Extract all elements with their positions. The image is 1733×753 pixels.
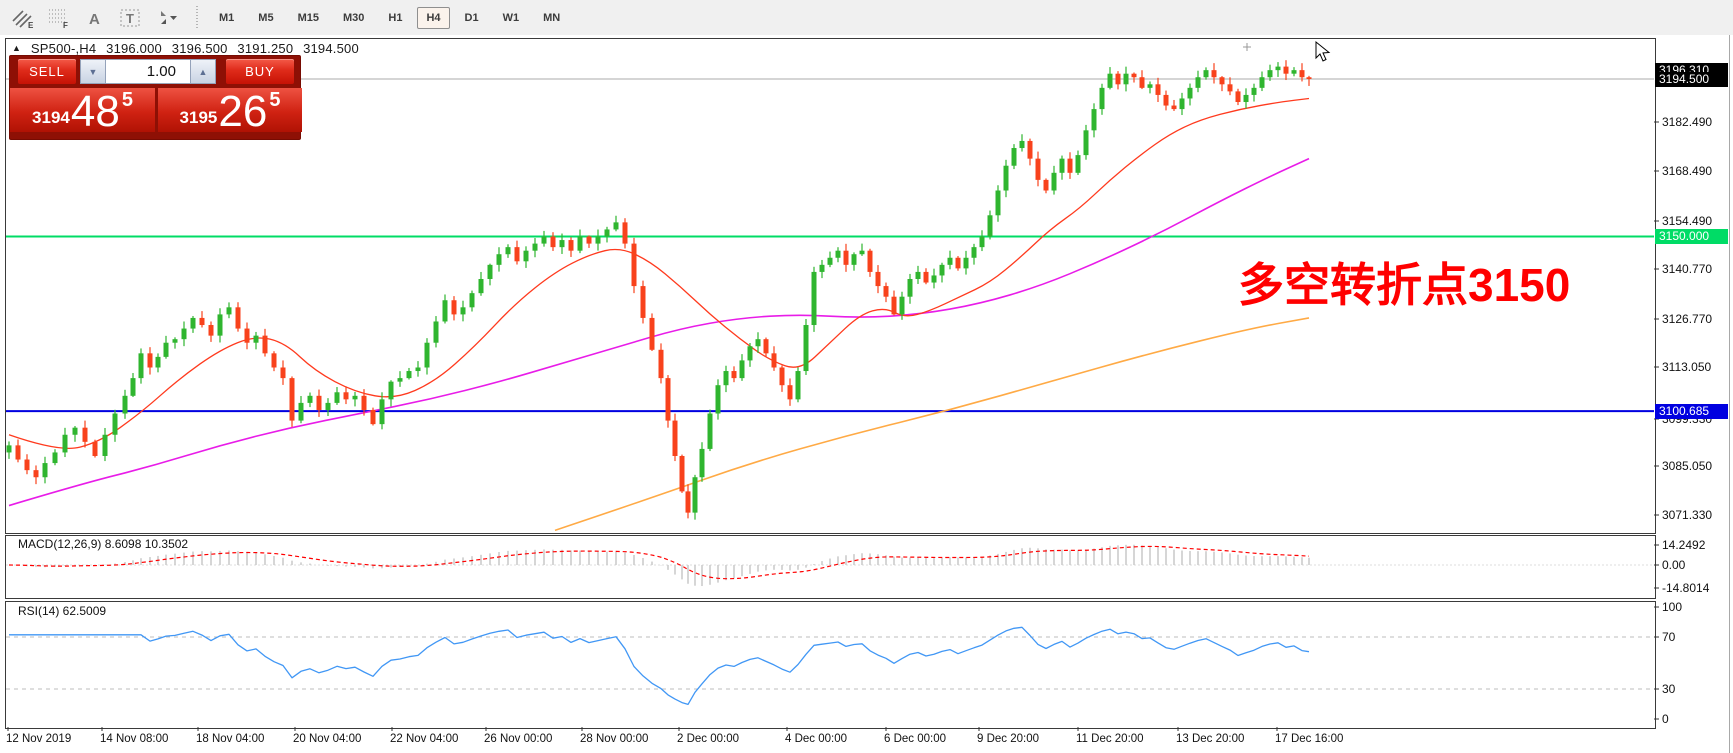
svg-text:E: E	[28, 21, 34, 29]
time-axis-label: 9 Dec 20:00	[977, 733, 1040, 745]
price-axis-label: 3154.490	[1662, 214, 1713, 228]
moving-averages	[8, 97, 1310, 531]
one-click-trading-widget: SELL ▼ ▲ BUY 3194 48 5 3195 26 5	[9, 55, 302, 140]
svg-text:A: A	[89, 11, 100, 28]
timeframe-button-h4[interactable]: H4	[417, 6, 450, 29]
ohlc-high: 3196.500	[171, 41, 228, 56]
time-axis-label: 13 Dec 20:00	[1176, 733, 1245, 745]
svg-text:T: T	[126, 11, 134, 26]
cycle-symbols-icon	[161, 10, 177, 24]
sell-price-prefix: 3194	[32, 108, 70, 127]
buy-price-quote[interactable]: 3195 26 5	[158, 87, 302, 136]
time-axis-label: 12 Nov 2019	[6, 733, 72, 745]
text-box-icon: T	[120, 9, 140, 26]
trade-controls-row: SELL ▼ ▲ BUY	[10, 56, 300, 87]
window-right-edge	[1729, 35, 1730, 753]
time-axis-label: 17 Dec 16:00	[1275, 733, 1344, 745]
line-studies-icon[interactable]: E	[10, 6, 36, 30]
price-axis-label: 3085.050	[1662, 459, 1713, 473]
svg-text:F: F	[63, 21, 68, 29]
price-axis-label: 3113.050	[1662, 360, 1712, 374]
time-axis-label: 6 Dec 00:00	[884, 733, 947, 745]
buy-button[interactable]: BUY	[226, 59, 294, 84]
timeframe-button-m5[interactable]: M5	[249, 7, 282, 29]
line-studies-icon: E	[12, 9, 34, 29]
macd-axis-label: 14.2492	[1662, 538, 1706, 552]
ohlc-low: 3191.250	[237, 41, 294, 56]
macd-plot	[6, 544, 1654, 587]
timeframe-toolbar: M1 M5 M15 M30 H1 H4 D1 W1 MN	[210, 6, 569, 29]
timeframe-button-m30[interactable]: M30	[334, 7, 373, 29]
toolbar: E F A T M1 M5 M15 M30 H1 H4 D1 W1 MN	[0, 0, 1733, 36]
rsi-label: RSI(14) 62.5009	[18, 604, 107, 618]
timeframe-button-m1[interactable]: M1	[210, 7, 243, 29]
price-axis-label: 3140.770	[1662, 262, 1713, 276]
sell-button[interactable]: SELL	[18, 59, 76, 84]
time-axis-label: 28 Nov 00:00	[580, 733, 649, 745]
chart-annotation-text: 多空转折点3150	[1238, 259, 1571, 311]
macd-label: MACD(12,26,9) 8.6098 10.3502	[18, 537, 189, 551]
volume-input[interactable]	[106, 59, 190, 84]
grid-icon: F	[49, 9, 68, 29]
rsi-plot	[6, 626, 1654, 706]
time-axis-label: 26 Nov 00:00	[484, 733, 553, 745]
text-label-icon: A	[89, 11, 100, 28]
macd-axis-label: -14.8014	[1662, 581, 1710, 595]
grid-icon[interactable]: F	[46, 6, 72, 30]
price-badge-3100.685: 3100.685	[1655, 404, 1728, 419]
rsi-axis-label: 0	[1662, 712, 1669, 726]
rsi-axis-label: 30	[1662, 682, 1676, 696]
timeframe-button-m15[interactable]: M15	[289, 7, 328, 29]
buy-price-big: 26	[218, 87, 268, 136]
crosshair-mark	[1243, 43, 1251, 51]
price-badge-3194.500: 3194.500	[1655, 72, 1728, 87]
sell-price-sup: 5	[121, 89, 133, 111]
volume-increase-button[interactable]: ▲	[190, 59, 216, 84]
price-axis-label: 3168.490	[1662, 164, 1713, 178]
macd-axis-label: 0.00	[1662, 558, 1686, 572]
ohlc-open: 3196.000	[106, 41, 162, 56]
chart-content: ▲ SP500-,H4 3196.000 3196.500 3191.250 3…	[0, 35, 1733, 753]
volume-stepper: ▼ ▲	[80, 59, 218, 84]
time-axis-label: 14 Nov 08:00	[100, 733, 169, 745]
timeframe-button-h1[interactable]: H1	[379, 7, 411, 29]
candlestick-chart[interactable]	[0, 35, 1733, 753]
price-axis-label: 3182.490	[1662, 115, 1713, 129]
ohlc-close: 3194.500	[303, 41, 359, 56]
toolbar-drag-handle[interactable]	[194, 5, 200, 30]
buy-price-prefix: 3195	[179, 108, 218, 127]
axis-ticks	[7, 121, 1659, 731]
candles	[6, 60, 1312, 520]
text-label-icon[interactable]: A	[82, 6, 108, 30]
text-box-icon[interactable]: T	[118, 6, 144, 30]
time-axis-label: 11 Dec 20:00	[1076, 733, 1144, 745]
collapse-arrow-icon[interactable]: ▲	[12, 43, 22, 53]
timeframe-button-d1[interactable]: D1	[456, 7, 488, 29]
price-axis-label: 3126.770	[1662, 312, 1713, 326]
time-axis-label: 18 Nov 04:00	[196, 733, 265, 745]
chart-header: ▲ SP500-,H4 3196.000 3196.500 3191.250 3…	[12, 41, 365, 56]
cycle-symbols-icon[interactable]	[154, 6, 180, 30]
price-badge-3150.000: 3150.000	[1655, 229, 1728, 244]
timeframe-button-w1[interactable]: W1	[494, 7, 529, 29]
time-axis-label: 4 Dec 00:00	[785, 733, 848, 745]
macd-panel[interactable]	[5, 535, 1656, 599]
rsi-axis-label: 100	[1662, 600, 1683, 614]
time-axis-label: 2 Dec 00:00	[677, 733, 740, 745]
sell-price-big: 48	[70, 87, 120, 136]
volume-decrease-button[interactable]: ▼	[80, 59, 106, 84]
symbol-timeframe: SP500-,H4	[30, 41, 97, 56]
time-axis-label: 20 Nov 04:00	[293, 733, 362, 745]
timeframe-button-mn[interactable]: MN	[534, 7, 569, 29]
time-axis-label: 22 Nov 04:00	[390, 733, 459, 745]
rsi-axis-label: 70	[1662, 630, 1676, 644]
sell-price-quote[interactable]: 3194 48 5	[10, 87, 155, 136]
price-axis-label: 3071.330	[1662, 508, 1713, 522]
buy-price-sup: 5	[269, 89, 281, 111]
mouse-cursor-icon	[1315, 40, 1331, 62]
